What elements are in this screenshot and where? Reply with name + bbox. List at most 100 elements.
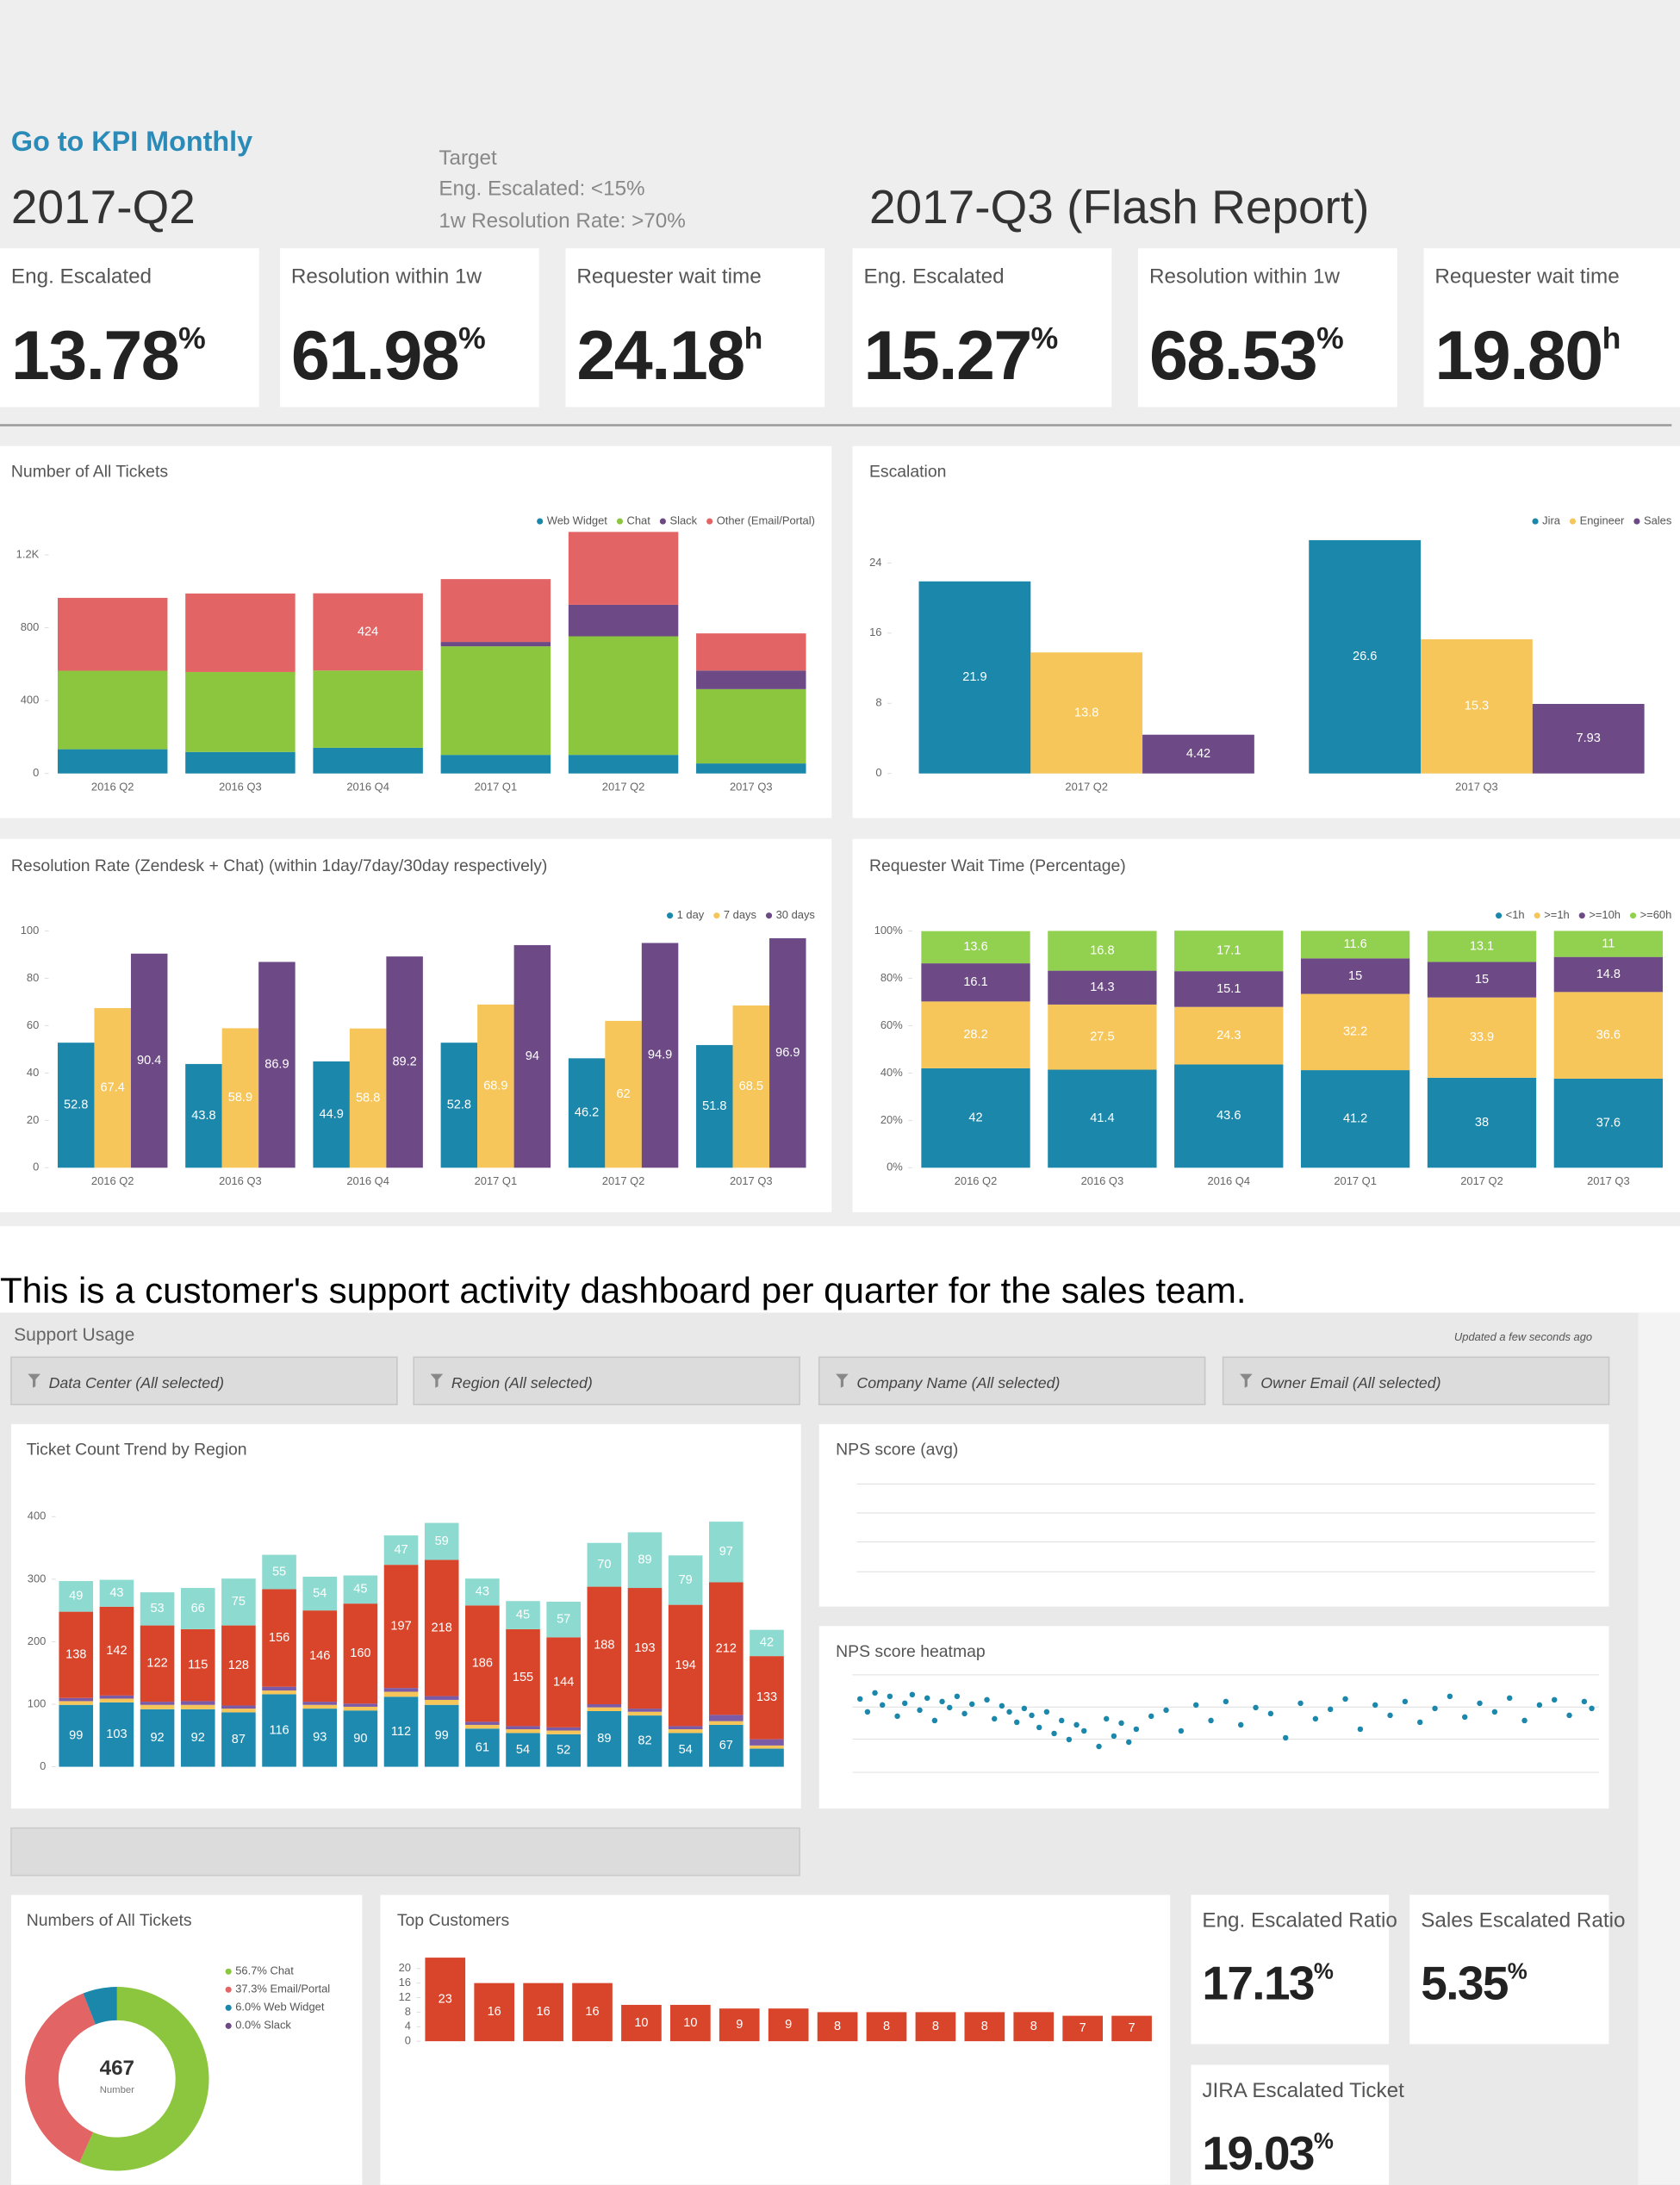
x-tick-label: 2017 Q2	[602, 1174, 645, 1187]
bar	[424, 1522, 459, 1560]
bar	[668, 1729, 703, 1734]
y-tick-label: 0	[33, 766, 39, 779]
kpi-value: 13.78%	[11, 317, 205, 395]
data-label: 90	[353, 1732, 367, 1746]
legend-label: 6.0% Web Widget	[235, 2001, 325, 2014]
bar	[709, 1582, 744, 1715]
data-label: 115	[188, 1658, 208, 1671]
bar	[424, 1696, 459, 1700]
point	[961, 1710, 968, 1717]
filter-box[interactable]	[1222, 1356, 1610, 1405]
x-tick-label: 2016 Q4	[346, 780, 389, 793]
legend-label: Sales	[1644, 514, 1671, 526]
bar	[185, 593, 296, 672]
bar	[696, 633, 806, 671]
bar	[587, 1542, 622, 1587]
chart-title: NPS score (avg)	[836, 1440, 958, 1459]
bar	[477, 1004, 514, 1168]
bar	[572, 1983, 613, 2042]
bar	[627, 1709, 663, 1712]
data-label: 9	[785, 2018, 792, 2032]
bar	[1427, 962, 1537, 998]
data-label: 11	[1602, 937, 1615, 950]
x-tick-label: 2016 Q2	[91, 780, 134, 793]
point	[1327, 1706, 1334, 1713]
bar	[302, 1704, 338, 1709]
point	[1103, 1715, 1110, 1722]
data-label: 99	[69, 1729, 83, 1743]
data-label: 116	[269, 1723, 289, 1737]
bar	[302, 1702, 338, 1705]
bar	[140, 1709, 175, 1767]
data-label: 90.4	[137, 1054, 161, 1068]
x-tick-label: 2017 Q2	[1065, 780, 1108, 793]
y-tick-label: 80	[27, 971, 39, 984]
data-label: 45	[353, 1583, 367, 1597]
point	[1267, 1710, 1274, 1717]
data-label: 8	[932, 2020, 939, 2033]
kpi-number: 13.78	[11, 317, 178, 395]
filter-box[interactable]	[413, 1356, 800, 1405]
data-label: 16.8	[1090, 943, 1114, 957]
kpi-unit: %	[1316, 321, 1343, 356]
legend-swatch	[225, 1986, 232, 1993]
legend-name: Web Widget	[264, 2001, 325, 2014]
bar	[918, 581, 1031, 774]
bar	[262, 1686, 296, 1691]
data-label: 92	[191, 1731, 205, 1745]
bar	[750, 1739, 784, 1746]
data-label: 89	[638, 1553, 651, 1567]
data-label: 21.9	[962, 670, 986, 684]
donut-slice	[79, 1987, 209, 2171]
kpi-link[interactable]: Go to KPI Monthly	[11, 126, 252, 157]
bar	[1048, 931, 1157, 971]
data-label: 94	[526, 1049, 539, 1063]
kpi-value: 5.35%	[1421, 1957, 1528, 2010]
data-label: 86.9	[264, 1058, 289, 1072]
legend-label: 1 day	[677, 908, 705, 921]
point	[1148, 1713, 1154, 1720]
date-range[interactable]	[10, 1827, 800, 1877]
kpi-card	[565, 248, 825, 408]
bar	[750, 1629, 784, 1657]
y-tick-label: 0	[40, 1759, 46, 1772]
filter-label[interactable]: Owner Email (All selected)	[1260, 1374, 1440, 1391]
data-label: 122	[146, 1657, 167, 1671]
data-label: 79	[679, 1573, 693, 1587]
bar	[99, 1606, 134, 1696]
point	[1021, 1705, 1028, 1712]
kpi-card	[1191, 2064, 1390, 2185]
filter-label[interactable]: Region (All selected)	[451, 1374, 593, 1391]
point	[1536, 1702, 1543, 1709]
bar	[59, 1704, 94, 1767]
bar	[719, 2008, 760, 2042]
filter-label[interactable]: Company Name (All selected)	[856, 1374, 1060, 1391]
legend-label: 56.7% Chat	[235, 1964, 294, 1977]
bar	[262, 1690, 296, 1695]
bar	[424, 1704, 459, 1767]
data-label: 17.1	[1216, 944, 1241, 958]
kpi-value: 61.98%	[291, 317, 485, 395]
filter-box[interactable]	[818, 1356, 1206, 1405]
bar	[1174, 1064, 1284, 1168]
bar	[1421, 638, 1533, 774]
x-tick-label: 2016 Q2	[955, 1174, 998, 1187]
y-tick-label: 1.2K	[16, 547, 40, 560]
bar	[383, 1688, 419, 1692]
data-label: 15	[1475, 973, 1489, 987]
data-label: 70	[597, 1558, 611, 1572]
filter-box[interactable]	[10, 1356, 398, 1405]
filter-label[interactable]: Data Center (All selected)	[49, 1374, 224, 1391]
data-label: 89	[597, 1732, 611, 1746]
data-label: 212	[716, 1641, 737, 1655]
bar	[546, 1730, 581, 1734]
kpi-number: 5.35	[1421, 1957, 1509, 2010]
y-tick-label: 60%	[880, 1018, 903, 1031]
y-tick-label: 0	[33, 1161, 39, 1173]
data-label: 424	[358, 625, 378, 638]
bar	[568, 1058, 606, 1168]
legend-swatch	[225, 2022, 232, 2029]
point	[1111, 1733, 1117, 1740]
point	[1066, 1736, 1073, 1743]
legend-label: <1h	[1506, 908, 1525, 921]
